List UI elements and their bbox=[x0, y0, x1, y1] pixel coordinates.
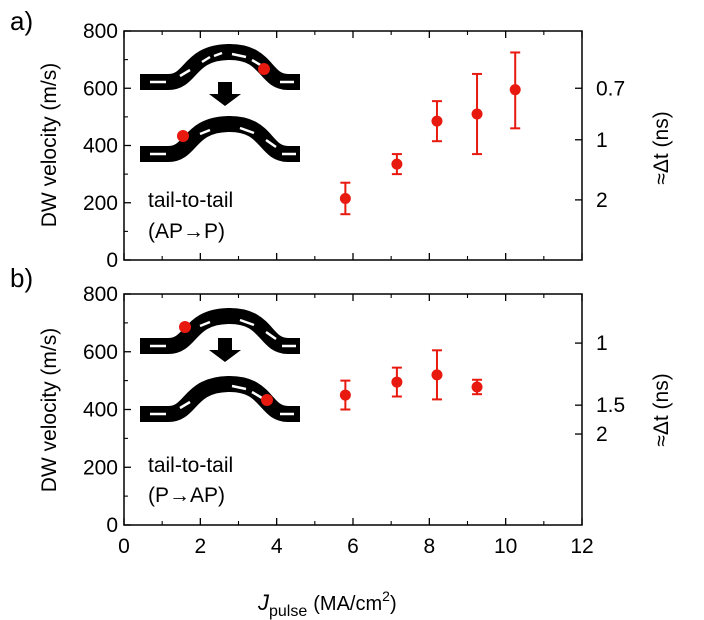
data-point-a bbox=[391, 153, 403, 176]
x-axis-label-symbol: J bbox=[257, 590, 270, 615]
x-tick-label-b: 8 bbox=[423, 535, 435, 558]
y-tick-label-a: 400 bbox=[83, 135, 118, 158]
data-point-b bbox=[391, 366, 403, 398]
data-marker-a bbox=[339, 192, 351, 204]
x-axis-label-close: ) bbox=[390, 593, 397, 615]
x-axis-label-superscript: 2 bbox=[382, 588, 390, 604]
y-tick-label-a: 800 bbox=[83, 20, 118, 43]
y2-tick-label-b: 1 bbox=[596, 332, 608, 355]
wire-inset-b bbox=[140, 307, 300, 422]
data-point-a bbox=[431, 100, 443, 143]
y2-tick-label-b: 2 bbox=[596, 423, 608, 446]
data-point-a bbox=[471, 72, 483, 156]
y-tick-label-b: 0 bbox=[106, 514, 118, 537]
y2-axis-label-a: ≈Δt (ns) bbox=[650, 111, 673, 184]
data-marker-a bbox=[509, 84, 521, 96]
y-axis-label-a: DW velocity (m/s) bbox=[38, 63, 61, 228]
wire-upper-a bbox=[140, 43, 300, 90]
y-axis-label-b: DW velocity (m/s) bbox=[38, 328, 61, 493]
y-tick-label-a: 0 bbox=[106, 249, 118, 272]
data-point-b bbox=[431, 349, 443, 401]
panel-b: b) DW velocity (m/s) ≈Δt (ns) tail-to-ta… bbox=[10, 263, 673, 558]
data-marker-b bbox=[339, 389, 351, 401]
y2-tick-label-a: 2 bbox=[596, 189, 608, 212]
annotation-line2-a: (AP→P) bbox=[148, 220, 225, 243]
x-tick-label-b: 2 bbox=[194, 535, 206, 558]
data-points-b bbox=[339, 349, 483, 411]
x-axis-label: Jpulse (MA/cm2) bbox=[257, 588, 397, 620]
panel-label-a: a) bbox=[10, 6, 33, 36]
y2-axis-label-b: ≈Δt (ns) bbox=[650, 373, 673, 446]
y2-tick-label-a: 1 bbox=[596, 129, 608, 152]
domain-wall-marker-b-lower bbox=[261, 394, 273, 406]
x-tick-label-b: 12 bbox=[570, 535, 593, 558]
arrow-down-a bbox=[209, 82, 241, 106]
annotation-line1-a: tail-to-tail bbox=[148, 189, 233, 212]
domain-wall-marker-b-upper bbox=[179, 321, 191, 333]
x-tick-label-b: 10 bbox=[494, 535, 517, 558]
x-axis-label-subscript: pulse bbox=[269, 603, 307, 620]
y-tick-label-b: 200 bbox=[83, 456, 118, 479]
domain-wall-marker-a-upper bbox=[258, 63, 270, 75]
data-point-a bbox=[509, 51, 521, 130]
panel-label-b: b) bbox=[10, 263, 33, 293]
ticks-a: 0 200 400 600 800 0.7 1 2 bbox=[83, 20, 625, 272]
x-axis-label-units: (MA/cm bbox=[313, 593, 382, 615]
wire-upper-b bbox=[140, 307, 300, 354]
data-point-b bbox=[471, 378, 483, 396]
data-marker-b bbox=[431, 369, 443, 381]
data-marker-b bbox=[471, 381, 483, 393]
data-marker-a bbox=[391, 158, 403, 170]
x-tick-label-b: 0 bbox=[118, 535, 130, 558]
wire-lower-a bbox=[140, 115, 300, 162]
data-points-a bbox=[339, 51, 521, 216]
data-marker-a bbox=[471, 108, 483, 120]
y-tick-label-b: 600 bbox=[83, 341, 118, 364]
y2-tick-label-a: 0.7 bbox=[596, 77, 625, 100]
data-marker-b bbox=[391, 376, 403, 388]
x-tick-label-b: 4 bbox=[271, 535, 283, 558]
wire-inset-a bbox=[140, 43, 300, 162]
ticks-b: 0 2 4 6 8 10 12 0 200 400 600 800 1 1.5 2 bbox=[83, 283, 625, 558]
domain-wall-marker-a-lower bbox=[177, 130, 189, 142]
data-point-b bbox=[339, 379, 351, 411]
y2-tick-label-b: 1.5 bbox=[596, 394, 625, 417]
data-point-a bbox=[339, 181, 351, 216]
wire-lower-b bbox=[140, 375, 300, 422]
y-tick-label-a: 200 bbox=[83, 192, 118, 215]
data-marker-a bbox=[431, 115, 443, 127]
arrow-down-b bbox=[209, 338, 241, 362]
y-tick-label-b: 800 bbox=[83, 283, 118, 306]
annotation-line1-b: tail-to-tail bbox=[148, 454, 233, 477]
y-tick-label-b: 400 bbox=[83, 399, 118, 422]
panel-a: a) DW velocity (m/s) ≈Δt (ns) tail-to-ta… bbox=[10, 6, 673, 272]
x-tick-label-b: 6 bbox=[347, 535, 359, 558]
y-tick-label-a: 600 bbox=[83, 77, 118, 100]
annotation-line2-b: (P→AP) bbox=[148, 484, 225, 507]
